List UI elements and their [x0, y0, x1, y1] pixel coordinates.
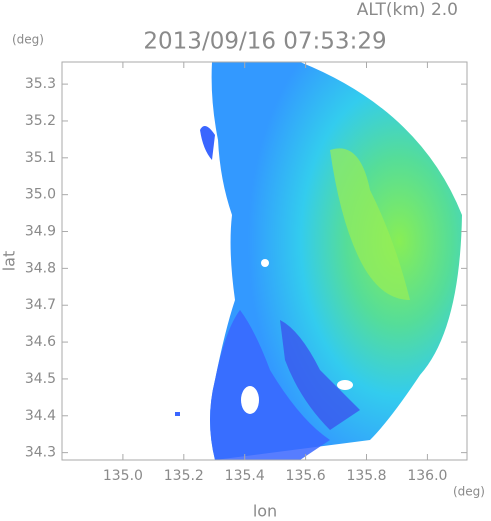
- y-tick-label: 34.6: [25, 334, 56, 350]
- y-tick-label: 34.3: [25, 445, 56, 461]
- x-tick-label: 135.0: [103, 468, 143, 484]
- x-tick-label: 135.2: [164, 468, 204, 484]
- x-unit: (deg): [453, 485, 485, 499]
- plot-frame: [61, 61, 468, 461]
- y-tick-label: 35.0: [25, 187, 56, 203]
- x-tick-label: 135.6: [286, 468, 326, 484]
- y-tick-label: 34.4: [25, 408, 56, 424]
- radar-echo: [175, 62, 462, 460]
- y-tick-label: 35.2: [25, 113, 56, 129]
- y-tick-label: 35.1: [25, 150, 56, 166]
- x-tick-label: 135.4: [225, 468, 265, 484]
- y-unit: (deg): [12, 33, 44, 47]
- altitude-label: ALT(km) 2.0: [357, 0, 458, 20]
- chart-title: 2013/09/16 07:53:29: [143, 29, 386, 55]
- y-tick-label: 34.8: [25, 260, 56, 276]
- y-tick-label: 35.3: [25, 76, 56, 92]
- y-tick-label: 34.9: [25, 224, 56, 240]
- x-tick-label: 135.8: [346, 468, 386, 484]
- x-axis-label: lon: [253, 502, 277, 521]
- y-tick-label: 34.5: [25, 371, 56, 387]
- y-tick-label: 34.7: [25, 297, 56, 313]
- y-axis-label: lat: [0, 251, 19, 272]
- x-tick-label: 136.0: [407, 468, 447, 484]
